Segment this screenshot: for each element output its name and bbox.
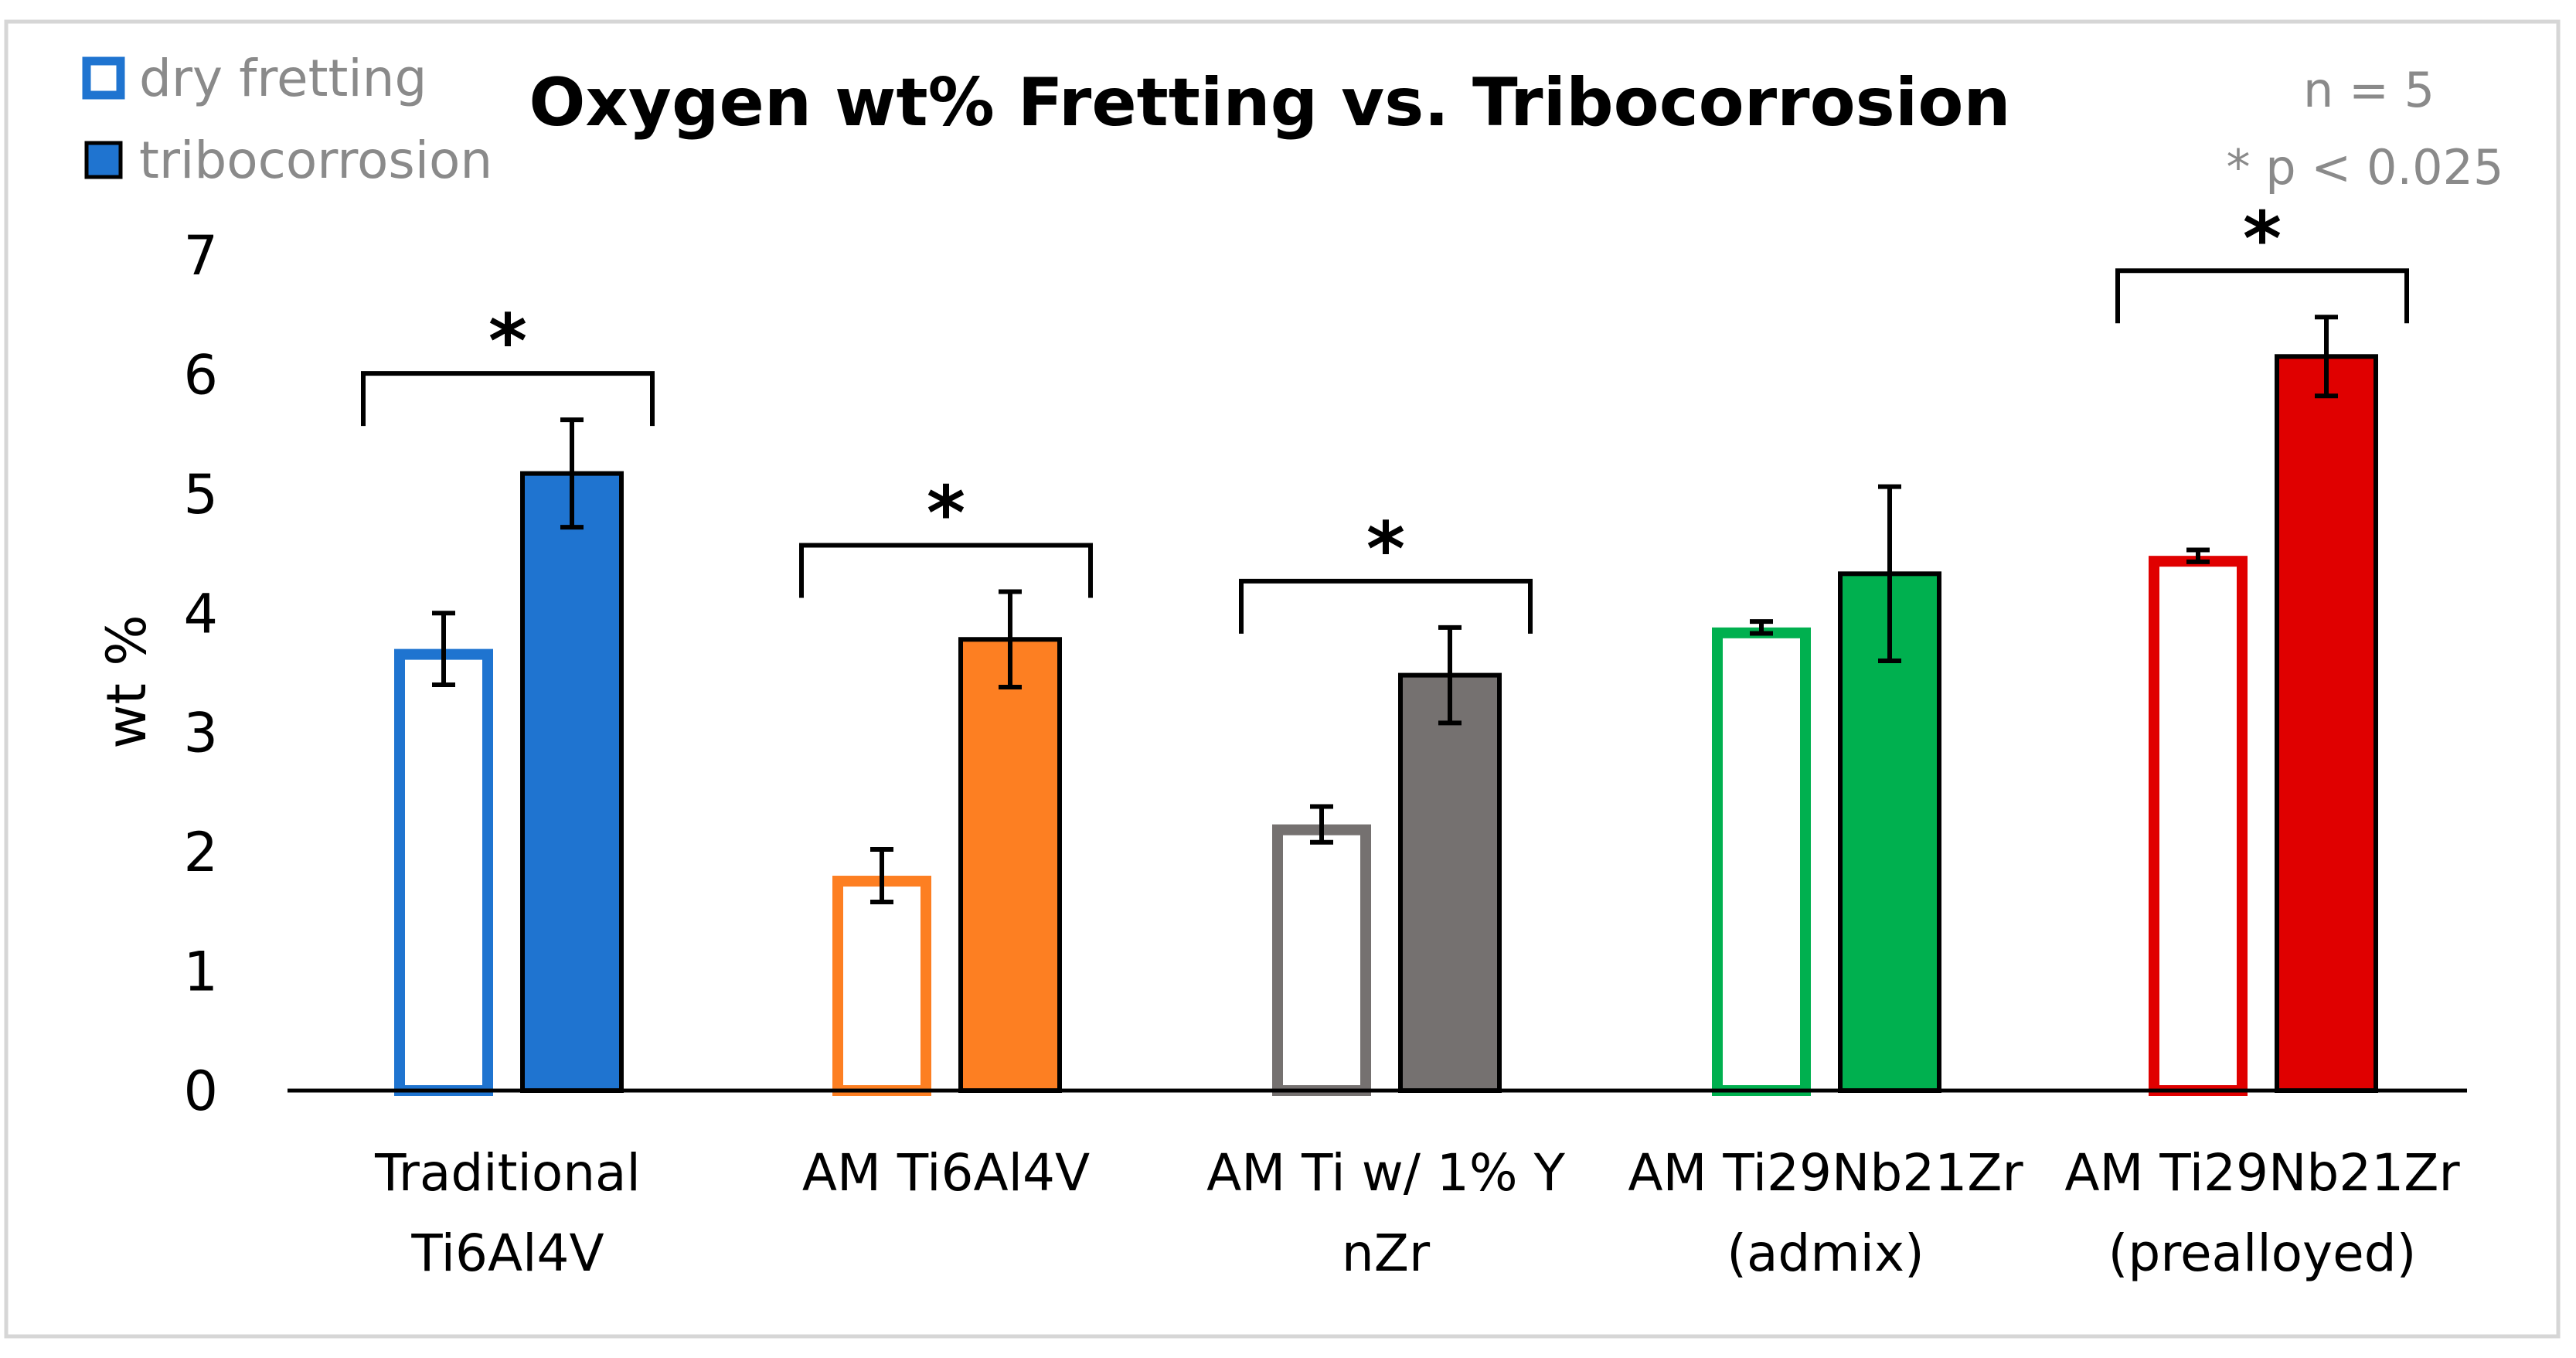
legend-swatch-dry-fretting — [82, 56, 125, 100]
error-bar — [1310, 804, 1333, 845]
bar-tribocorrosion — [958, 637, 1062, 1093]
error-bar — [2315, 315, 2338, 399]
y-tick-label: 0 — [183, 1060, 218, 1123]
y-axis-ticks: 0 1 2 3 4 5 6 7 — [183, 224, 218, 1123]
y-tick-label: 1 — [183, 941, 218, 1004]
error-bar — [432, 611, 455, 687]
y-tick-label: 3 — [183, 702, 218, 765]
error-bar — [2186, 547, 2210, 564]
y-tick-label: 4 — [183, 582, 218, 645]
x-tick-label: AM Ti6Al4V — [802, 1143, 1090, 1203]
significance-bracket — [2115, 268, 2409, 324]
legend-label-dry-fretting: dry fretting — [139, 49, 427, 108]
error-bar — [1750, 619, 1773, 636]
error-bar — [560, 417, 584, 530]
significance-brackets: * * * * — [361, 196, 2409, 634]
bar-dry-fretting — [394, 648, 493, 1096]
bar-tribocorrosion — [1398, 672, 1502, 1093]
x-tick-label: AM Ti29Nb21Zr — [2064, 1143, 2460, 1203]
y-tick-label: 5 — [183, 463, 218, 526]
x-tick-label: Traditional — [374, 1143, 641, 1203]
error-bar — [1878, 484, 1901, 664]
significance-note: * p < 0.025 — [2227, 139, 2504, 196]
y-axis-label: wt % — [95, 614, 158, 748]
significance-star: * — [488, 298, 527, 385]
x-tick-label: (admix) — [1727, 1224, 1924, 1283]
bar-tribocorrosion — [520, 471, 624, 1093]
x-tick-label: AM Ti29Nb21Zr — [1628, 1143, 2023, 1203]
error-bar — [1438, 625, 1462, 726]
bar-tribocorrosion — [2275, 354, 2378, 1093]
significance-star: * — [2243, 196, 2282, 282]
y-tick-label: 7 — [183, 224, 218, 288]
sample-size-note: n = 5 — [2303, 62, 2435, 118]
significance-star: * — [927, 470, 965, 556]
bar-dry-fretting — [1272, 824, 1371, 1096]
significance-bracket — [1239, 578, 1533, 634]
x-tick-label: AM Ti w/ 1% Y — [1206, 1143, 1566, 1203]
bar-dry-fretting — [1712, 627, 1811, 1096]
significance-star: * — [1366, 506, 1405, 593]
error-bar — [870, 847, 893, 904]
x-tick-label: Ti6Al4V — [410, 1224, 604, 1283]
significance-bracket — [799, 543, 1093, 598]
error-bar — [999, 589, 1022, 690]
significance-bracket — [361, 371, 655, 427]
legend-item-tribocorrosion: tribocorrosion — [84, 131, 492, 190]
category-labels: Traditional Ti6Al4V AM Ti6Al4V AM Ti w/ 1% … — [374, 1143, 2460, 1283]
bar-dry-fretting — [832, 876, 931, 1096]
y-tick-label: 6 — [183, 343, 218, 407]
legend-item-dry-fretting: dry fretting — [82, 49, 427, 108]
chart-title: Oxygen wt% Fretting vs. Tribocorrosion — [529, 64, 2010, 141]
legend-label-tribocorrosion: tribocorrosion — [139, 131, 492, 190]
bar-dry-fretting — [2149, 556, 2248, 1096]
error-bars — [432, 315, 2338, 904]
legend: dry fretting tribocorrosion — [82, 49, 492, 190]
x-tick-label: (prealloyed) — [2108, 1224, 2417, 1283]
legend-swatch-tribocorrosion — [84, 141, 123, 179]
x-tick-label: nZr — [1342, 1224, 1431, 1283]
y-tick-label: 2 — [183, 821, 218, 884]
